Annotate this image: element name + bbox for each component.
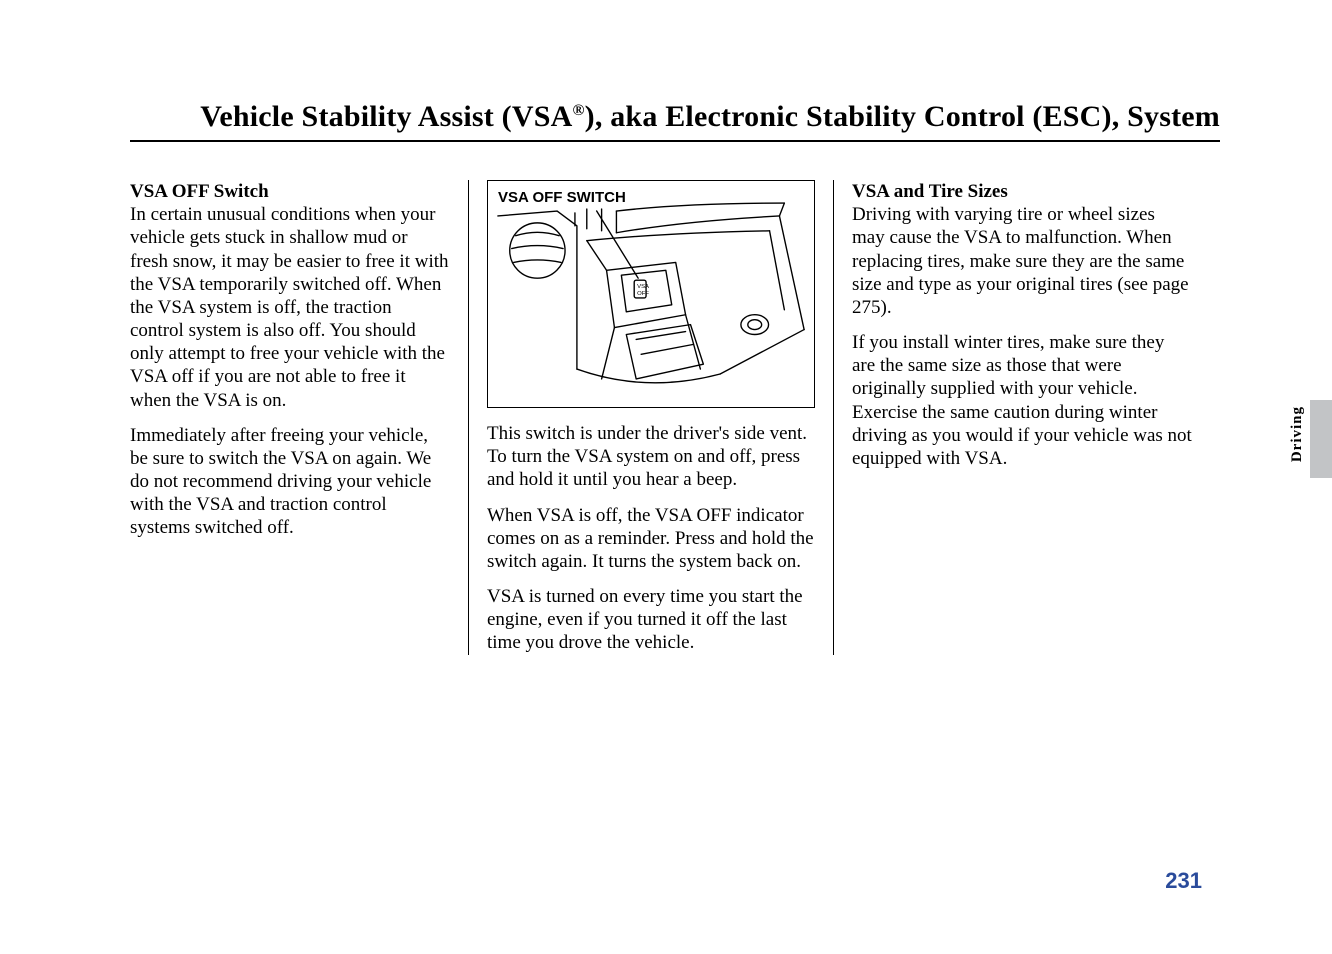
vsa-tire-sizes-p2: If you install winter tires, make sure t… xyxy=(852,331,1192,470)
title-text-post: ), aka Electronic Stability Control (ESC… xyxy=(585,100,1220,133)
content-columns: VSA OFF Switch In certain unusual condit… xyxy=(130,180,1220,655)
svg-text:VSA: VSA xyxy=(637,284,649,290)
vsa-off-switch-p2: Immediately after freeing your vehicle, … xyxy=(130,424,450,540)
column-3: VSA and Tire Sizes Driving with varying … xyxy=(834,180,1192,655)
vsa-tire-sizes-p1: Driving with varying tire or wheel sizes… xyxy=(852,204,1189,318)
title-text-pre: Vehicle Stability Assist (VSA xyxy=(200,100,572,133)
page-content: Vehicle Stability Assist (VSA®), aka Ele… xyxy=(130,100,1220,655)
dashboard-illustration: VSA OFF xyxy=(488,181,814,407)
title-rule: Vehicle Stability Assist (VSA®), aka Ele… xyxy=(130,100,1220,142)
switch-location-p2: When VSA is off, the VSA OFF indicator c… xyxy=(487,504,815,574)
switch-location-p3: VSA is turned on every time you start th… xyxy=(487,585,815,655)
section-tab xyxy=(1310,400,1332,478)
vsa-off-switch-p1: In certain unusual conditions when your … xyxy=(130,204,449,410)
section-tab-label: Driving xyxy=(1289,406,1306,462)
vsa-tire-sizes-section: VSA and Tire Sizes Driving with varying … xyxy=(852,180,1192,319)
column-2: VSA OFF SWITCH xyxy=(468,180,834,655)
page-number: 231 xyxy=(1165,868,1202,894)
svg-text:OFF: OFF xyxy=(637,291,649,297)
switch-location-p1: This switch is under the driver's side v… xyxy=(487,422,815,492)
vsa-tire-sizes-heading: VSA and Tire Sizes xyxy=(852,181,1008,202)
vsa-off-switch-figure: VSA OFF SWITCH xyxy=(487,180,815,408)
registered-mark: ® xyxy=(572,102,584,119)
vsa-off-switch-heading: VSA OFF Switch xyxy=(130,181,269,202)
page-title: Vehicle Stability Assist (VSA®), aka Ele… xyxy=(130,100,1220,134)
column-1: VSA OFF Switch In certain unusual condit… xyxy=(130,180,468,655)
vsa-off-switch-section: VSA OFF Switch In certain unusual condit… xyxy=(130,180,450,412)
